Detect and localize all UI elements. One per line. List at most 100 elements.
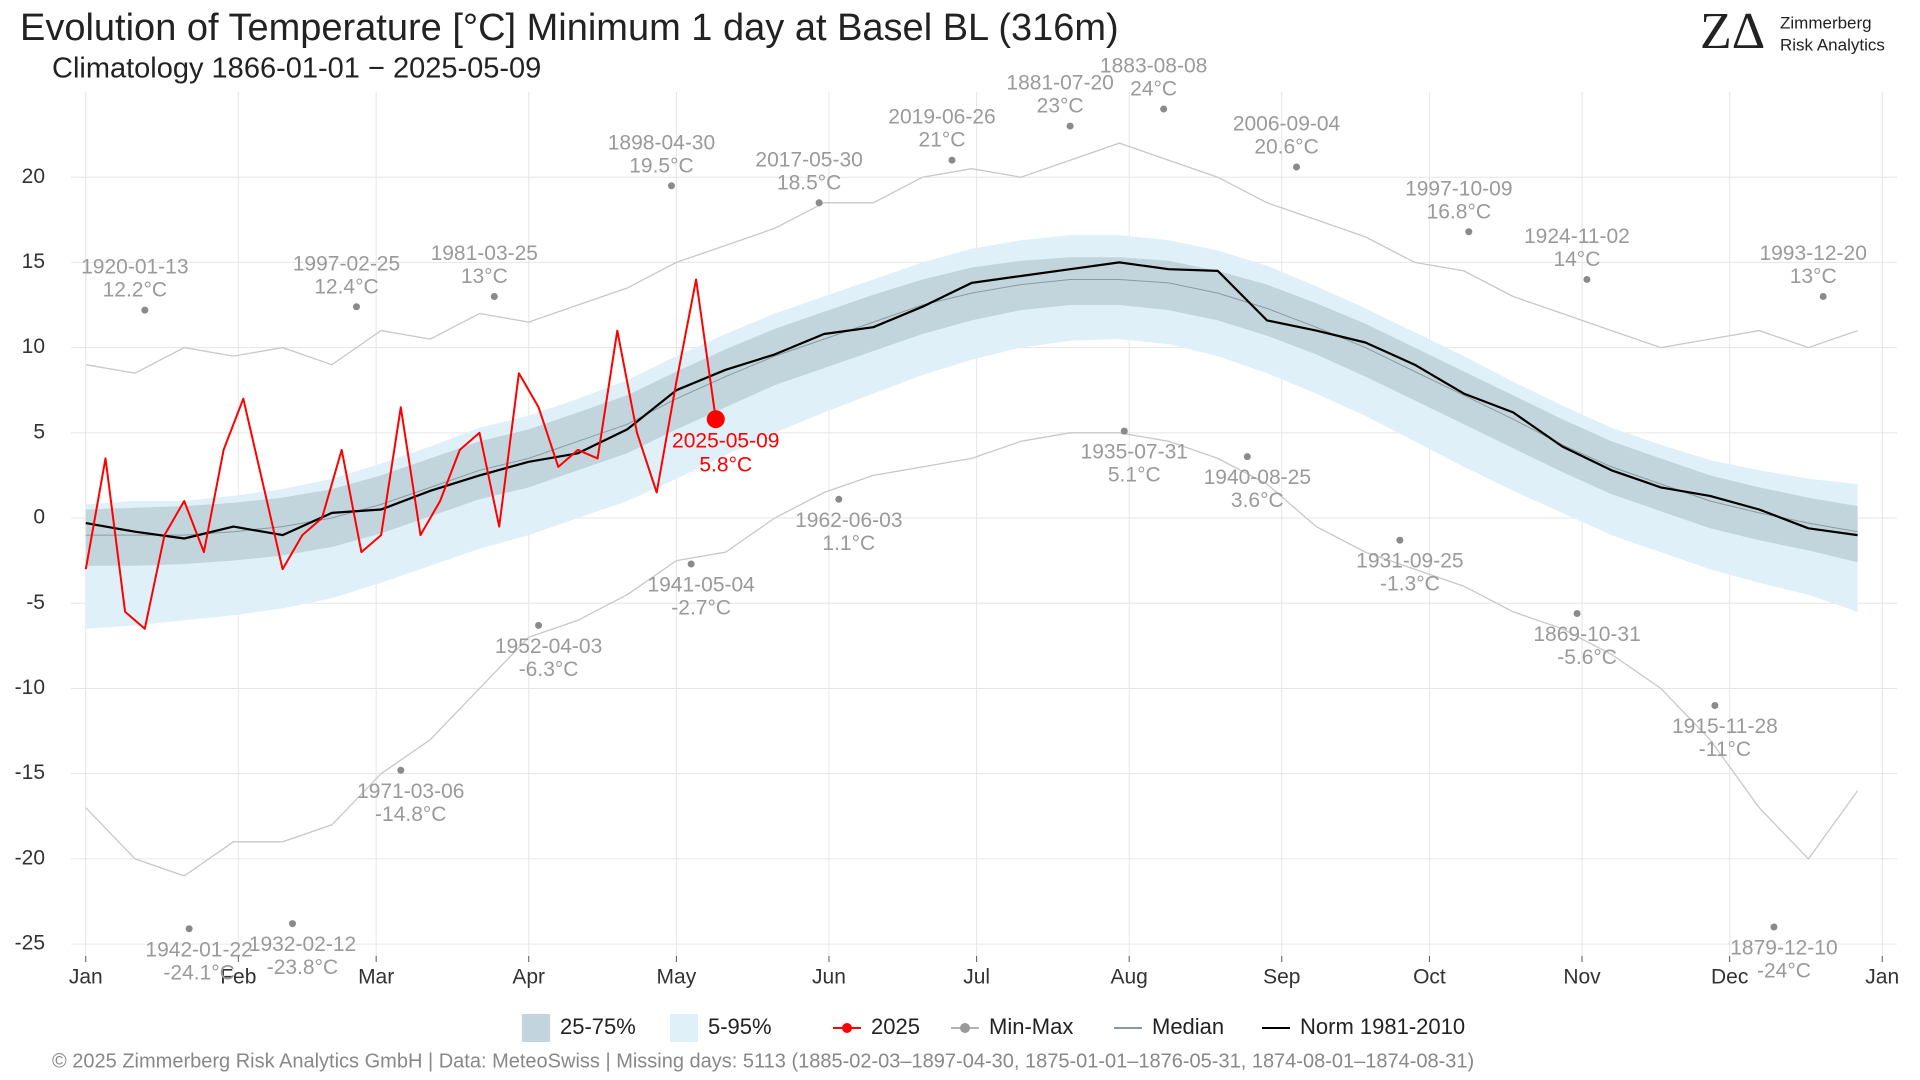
record-date: 1997-10-09 [1405, 177, 1512, 200]
record-date: 1869-10-31 [1533, 623, 1640, 646]
record-value: 16.8°C [1427, 200, 1491, 223]
min-max-line [85, 142, 1858, 374]
record-value: 1.1°C [822, 532, 875, 555]
logo-text: Risk Analytics [1780, 35, 1885, 54]
legend-label: Norm 1981-2010 [1300, 1014, 1465, 1039]
record-point [1770, 923, 1778, 931]
series-line [85, 261, 1858, 540]
record-point [835, 495, 843, 503]
y-tick-label: 15 [22, 250, 45, 273]
x-tick-label: Apr [512, 966, 545, 989]
record-value: 12.2°C [103, 279, 167, 302]
series-line [85, 279, 1858, 536]
record-value: -1.3°C [1380, 573, 1440, 596]
record-point [1293, 163, 1301, 171]
record-point [535, 621, 543, 629]
record-date: 2006-09-04 [1233, 113, 1341, 136]
record-point [1396, 536, 1404, 544]
x-tick-label: Oct [1413, 966, 1446, 989]
legend-swatch [670, 1014, 698, 1042]
legend-swatch [522, 1014, 550, 1042]
record-point [352, 303, 360, 311]
record-point [815, 199, 823, 207]
record-date: 1981-03-25 [431, 242, 538, 265]
current-date: 2025-05-09 [672, 430, 779, 453]
record-value: -5.6°C [1557, 646, 1617, 669]
record-date: 1997-02-25 [293, 252, 400, 275]
band [85, 235, 1858, 629]
record-value: -14.8°C [375, 803, 446, 826]
x-tick-label: Feb [220, 966, 256, 989]
footer: © 2025 Zimmerberg Risk Analytics GmbH | … [52, 1050, 1474, 1072]
legend-label: Min-Max [989, 1014, 1073, 1039]
record-date: 1881-07-20 [1006, 72, 1113, 95]
record-point [1120, 427, 1128, 435]
record-date: 1971-03-06 [357, 780, 464, 803]
record-value: 19.5°C [629, 154, 693, 177]
x-tick-label: Mar [358, 966, 394, 989]
legend-swatch [960, 1023, 970, 1033]
record-value: 21°C [919, 129, 966, 152]
current-value: 5.8°C [699, 454, 752, 477]
record-point [1573, 609, 1581, 617]
record-point [1465, 228, 1473, 236]
record-value: 24°C [1130, 78, 1177, 101]
record-date: 1952-04-03 [495, 635, 602, 658]
logo-mark: ZΔ [1700, 3, 1765, 60]
min-max-line [85, 432, 1859, 877]
legend-label: 2025 [871, 1014, 920, 1039]
record-point [1711, 701, 1719, 709]
legend-label: 25-75% [560, 1014, 636, 1039]
logo-text: Zimmerberg [1780, 13, 1872, 32]
record-point [1160, 105, 1168, 113]
record-date: 1924-11-02 [1524, 225, 1630, 248]
legend-label: 5-95% [708, 1014, 772, 1039]
record-value: -24°C [1757, 960, 1811, 983]
record-date: 1932-02-12 [249, 933, 356, 956]
y-tick-label: -20 [15, 846, 45, 869]
y-tick-label: -25 [15, 932, 45, 955]
record-value: 23°C [1037, 95, 1084, 118]
record-date: 1898-04-30 [608, 131, 715, 154]
record-date: 1931-09-25 [1356, 550, 1463, 573]
chart-title: Evolution of Temperature [°C] Minimum 1 … [20, 7, 1119, 49]
record-value: -11°C [1699, 738, 1751, 761]
x-tick-label: Jun [812, 966, 846, 989]
x-tick-label: May [657, 966, 697, 989]
record-point [1066, 122, 1074, 130]
x-tick-label: Nov [1563, 966, 1601, 989]
legend-label: Median [1152, 1014, 1224, 1039]
record-date: 1883-08-08 [1100, 55, 1207, 78]
chart-subtitle: Climatology 1866-01-01 − 2025-05-09 [52, 53, 541, 85]
record-date: 2019-06-26 [888, 106, 995, 129]
x-tick-label: Jan [69, 966, 103, 989]
record-value: 3.6°C [1231, 489, 1284, 512]
record-point [397, 766, 405, 774]
x-tick-label: Aug [1111, 966, 1148, 989]
record-point [687, 560, 695, 568]
x-tick-label: Jul [963, 966, 990, 989]
y-tick-label: -5 [26, 591, 45, 614]
y-tick-label: 20 [22, 165, 45, 188]
record-point [1243, 453, 1251, 461]
x-tick-label: Sep [1263, 966, 1300, 989]
record-point [185, 925, 193, 933]
record-point [288, 920, 296, 928]
record-value: 14°C [1553, 248, 1600, 271]
legend-swatch [842, 1023, 852, 1033]
y-tick-label: -15 [15, 761, 45, 784]
y-tick-label: -10 [15, 676, 45, 699]
series-line [84, 278, 717, 630]
record-date: 1915-11-28 [1672, 715, 1778, 738]
x-tick-label: Jan [1865, 966, 1899, 989]
record-date: 1962-06-03 [795, 509, 902, 532]
record-value: 5.1°C [1108, 464, 1161, 487]
record-date: 1993-12-20 [1759, 242, 1866, 265]
record-date: 2017-05-30 [755, 148, 862, 171]
y-tick-label: 5 [33, 420, 45, 443]
record-value: -23.8°C [267, 956, 338, 979]
record-date: 1942-01-22 [145, 938, 252, 961]
record-date: 1879-12-10 [1730, 937, 1837, 960]
record-point [141, 306, 149, 314]
